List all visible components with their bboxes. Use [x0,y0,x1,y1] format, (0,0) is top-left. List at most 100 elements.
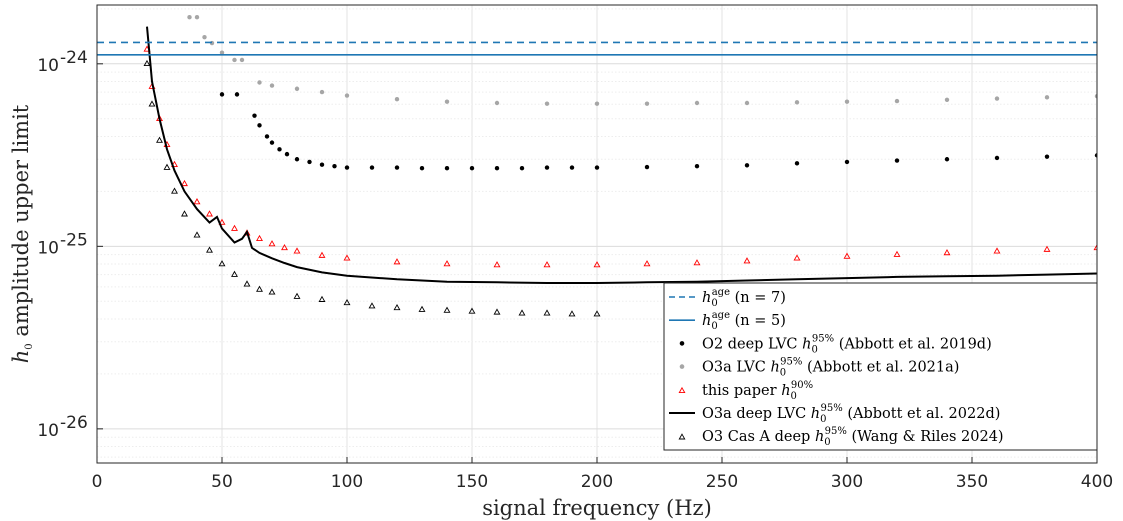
data-point-dot [307,159,312,165]
data-point-dot [894,158,900,163]
data-point-dot [319,89,325,95]
data-point-dot [294,157,300,162]
data-point-dot [894,98,900,104]
legend-label: this paper h090% [702,380,813,402]
data-point-dot [332,163,337,169]
data-point-triangle [793,254,801,261]
data-point-triangle [418,305,426,312]
legend-label: O3 Cas A deep h095% (Wang & Riles 2024) [702,426,1004,448]
data-point-dot [284,151,290,157]
data-point-triangle [181,179,188,187]
data-point-dot [264,134,270,139]
x-axis-label: signal frequency (Hz) [482,496,712,520]
data-point-triangle [318,251,326,258]
data-point-triangle [943,249,951,256]
x-tick-label: 100 [331,472,363,492]
x-tick-label: 300 [831,472,863,492]
y-tick-label-exponent: -24 [60,48,88,68]
data-point-triangle [893,250,901,257]
y-tick-label-exponent: -25 [60,230,88,250]
data-point-triangle [218,260,226,267]
data-point-dot [257,123,262,128]
x-tick-label: 50 [211,472,233,492]
legend-entry: O2 deep LVC h095% (Abbott et al. 2019d) [679,333,992,355]
legend-entry: this paper h090% [678,380,813,402]
data-point-triangle [281,244,288,251]
data-point-dot [444,165,450,171]
legend: h0age (n = 7)h0age (n = 5)O2 deep LVC h0… [663,282,1098,451]
data-point-dot [239,57,245,63]
data-point-dot [744,100,750,106]
data-point-dot [494,100,500,106]
data-point-triangle [443,260,451,267]
data-point-triangle [1043,245,1051,252]
data-point-triangle [468,307,476,314]
y-axis-symbol: h [9,350,33,364]
data-point-triangle [593,310,601,317]
data-point-triangle [543,261,551,268]
data-point-dot [252,113,257,118]
data-point-triangle [1093,244,1097,251]
data-point-triangle [163,163,171,170]
data-point-triangle [156,136,163,143]
data-point-triangle [543,309,551,316]
data-point-dot [994,96,1000,101]
data-point-dot [394,165,400,170]
y-tick-label: 10 [37,421,59,441]
data-point-dot [744,163,750,168]
data-point-triangle [693,259,701,266]
data-point-dot [694,100,700,106]
data-point-dot [232,57,237,63]
data-point-triangle [148,100,156,107]
data-point-dot [794,100,800,105]
data-point-dot [269,140,275,145]
data-point-dot [944,157,950,162]
data-point-triangle [568,310,576,317]
y-axis-label-group: h0 amplitude upper limit [9,104,35,363]
x-tick-label: 400 [1081,472,1113,492]
data-point-dot [1094,153,1097,158]
y-axis-label: h0 amplitude upper limit [9,104,35,363]
data-point-triangle [256,285,263,292]
data-point-triangle [343,298,351,306]
legend-box [663,282,1098,451]
data-point-dot [469,165,475,171]
data-point-triangle [171,187,178,194]
data-point-dot [277,147,282,152]
data-point-dot [419,165,425,171]
data-point-triangle [143,59,151,67]
data-point-triangle [343,254,351,261]
y-tick-label: 10 [37,238,59,258]
data-point-dot [844,159,850,165]
legend-label: O2 deep LVC h095% (Abbott et al. 2019d) [702,333,992,355]
legend-entry: h0age (n = 7) [669,287,786,309]
data-point-dot [544,101,550,106]
data-point-dot [569,165,575,170]
legend-label: O3a LVC h095% (Abbott et al. 2021a) [702,357,959,379]
data-point-dot [294,86,300,91]
data-point-triangle [231,270,238,277]
data-point-triangle [268,240,276,247]
y-tick-label: 10 [37,56,59,76]
data-point-triangle [443,306,451,313]
data-point-dot [844,99,850,104]
data-point-dot [794,161,800,166]
legend-triangle-swatch [678,433,686,440]
data-point-triangle [843,252,851,259]
series-line-o3a-deep [146,26,1097,284]
y-axis-label-text: amplitude upper limit [9,104,33,336]
data-point-triangle [268,288,276,295]
data-point-dot [194,15,200,20]
data-point-dot [1044,95,1050,100]
data-point-triangle [493,261,501,268]
data-point-dot [369,165,375,170]
data-point-triangle [193,198,201,205]
data-point-dot [944,97,950,103]
legend-entry: O3a LVC h095% (Abbott et al. 2021a) [679,357,959,379]
data-point-triangle [293,292,301,299]
data-point-dot [202,34,207,40]
x-axis-ticks: 0 50 100 150 200 250 300 350 400 [92,457,1113,492]
data-point-triangle [518,309,526,316]
